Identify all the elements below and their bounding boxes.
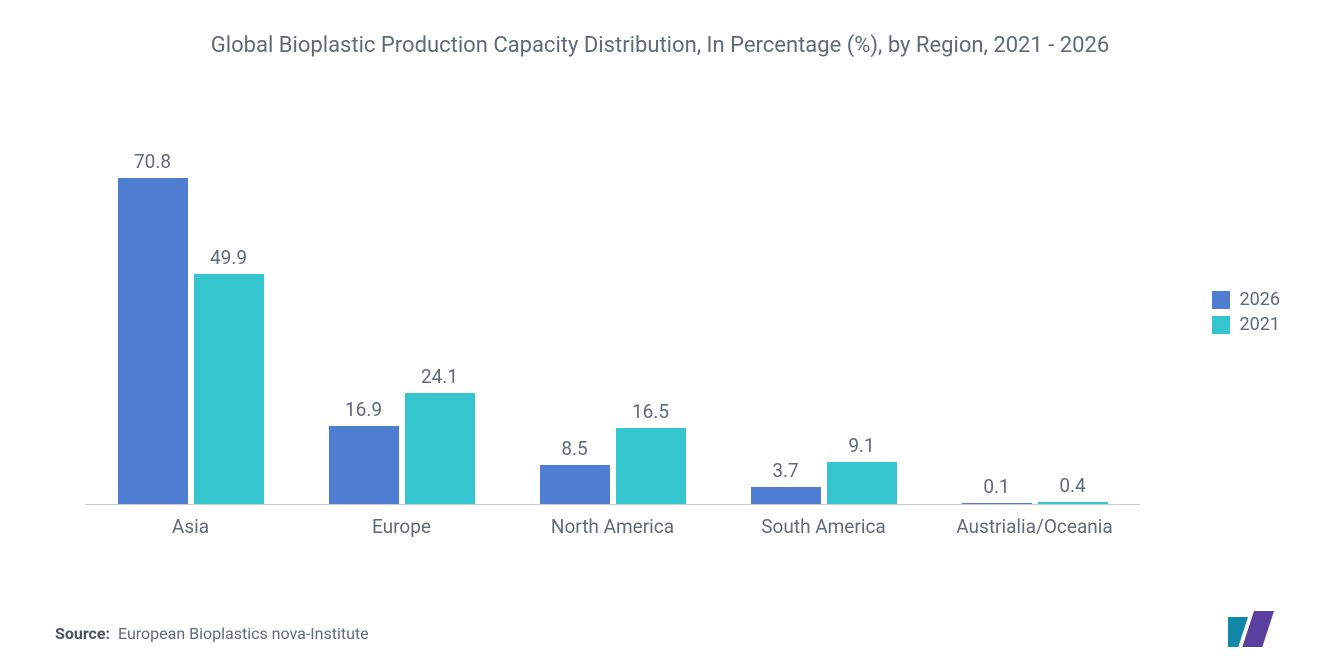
plot-region: 70.849.9Asia16.924.1Europe8.516.5North A… [85,160,1140,505]
bar: 49.9 [194,274,264,504]
bar: 16.9 [329,426,399,504]
category-label: South America [724,515,924,539]
bar: 0.4 [1038,502,1108,504]
bar: 70.8 [118,178,188,504]
category-label: Europe [302,515,502,539]
bar: 0.1 [962,503,1032,505]
bar-value-label: 0.4 [1059,474,1085,497]
bar-value-label: 24.1 [421,365,458,388]
bar: 24.1 [405,393,475,504]
bar-group: 8.516.5North America [507,160,718,505]
bar-group: 3.79.1South America [718,160,929,505]
bar-value-label: 0.1 [983,475,1009,498]
bar-group: 0.10.4Austrialia/Oceania [929,160,1140,505]
legend-label-2021: 2021 [1240,314,1280,335]
category-label: Austrialia/Oceania [935,515,1135,539]
brand-logo-icon [1228,611,1280,647]
bar-group: 70.849.9Asia [85,160,296,505]
legend-label-2026: 2026 [1240,289,1280,310]
bar-value-label: 3.7 [772,459,798,482]
source-label: Source: [55,624,110,643]
source-text: European Bioplastics nova-Institute [118,624,369,643]
chart-title: Global Bioplastic Production Capacity Di… [0,0,1320,62]
bar: 16.5 [616,428,686,504]
bar-group: 16.924.1Europe [296,160,507,505]
source-attribution: Source: European Bioplastics nova-Instit… [55,624,369,643]
bar: 9.1 [827,462,897,504]
legend: 2026 2021 [1212,285,1280,339]
legend-item-2026: 2026 [1212,289,1280,310]
chart-area: 70.849.9Asia16.924.1Europe8.516.5North A… [85,160,1140,560]
category-label: North America [513,515,713,539]
bar-value-label: 16.9 [345,398,382,421]
bar: 3.7 [751,487,821,504]
category-label: Asia [91,515,291,539]
legend-swatch-2021 [1212,316,1230,334]
legend-swatch-2026 [1212,291,1230,309]
bar: 8.5 [540,465,610,504]
bar-value-label: 70.8 [134,150,171,173]
bar-value-label: 9.1 [848,434,874,457]
bar-value-label: 16.5 [632,400,669,423]
legend-item-2021: 2021 [1212,314,1280,335]
bar-value-label: 8.5 [561,437,587,460]
bar-value-label: 49.9 [210,246,247,269]
